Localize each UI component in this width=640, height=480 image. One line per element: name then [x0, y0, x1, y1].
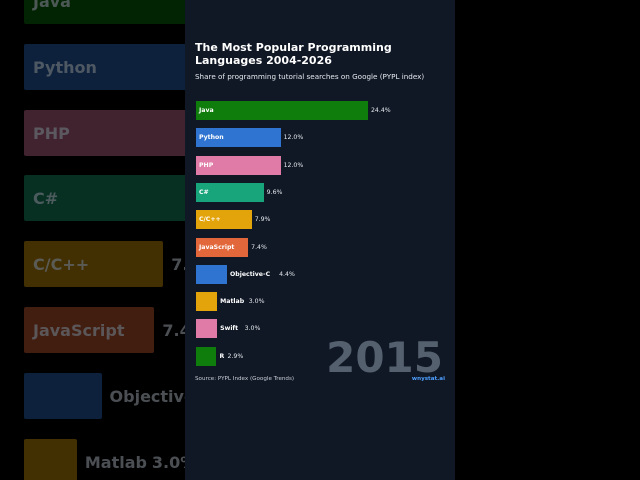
bar-objective-c [196, 264, 228, 284]
bar-value-label: 2.9% [227, 352, 244, 360]
bar-swift [196, 319, 218, 339]
bg-bar-label: PHP [33, 123, 70, 143]
bar-c- [196, 182, 264, 202]
bar-c-c- [196, 210, 252, 230]
bg-bar [24, 241, 164, 288]
bar-php [196, 155, 281, 175]
bar-value-label: 7.4% [251, 243, 267, 251]
source-note: Source: PYPL Index (Google Trends) [195, 376, 295, 382]
bar-value-label: 9.6% [266, 188, 283, 196]
bar-r [196, 346, 217, 366]
chart-subtitle: Share of programming tutorial searches o… [195, 72, 425, 81]
bar-label: Python [199, 134, 224, 142]
chart-title: The Most Popular Programming Languages 2… [195, 41, 392, 67]
bar-label: JavaScript [199, 243, 235, 251]
bar-matlab [196, 292, 218, 312]
brand-watermark: wnystat.ai [411, 376, 445, 382]
bar-value-label: 24.4% [371, 107, 391, 114]
bg-bar-label: JavaScript [33, 321, 125, 340]
bg-bar [24, 372, 102, 419]
bar-label: C# [199, 188, 209, 196]
bar-java [196, 101, 368, 120]
bar-value-label: 3.0% [244, 325, 261, 333]
bar-value-label: 12.0% [283, 161, 304, 169]
bar-value-label: 3.0% [248, 298, 265, 306]
bar-label: Swift [220, 325, 239, 333]
bar-label: C/C++ [199, 216, 221, 224]
bar-label: Java [199, 107, 214, 114]
bar-label: R [219, 352, 225, 360]
year-label: 2015 [326, 333, 443, 382]
bg-bar-label: Matlab [84, 452, 147, 472]
bg-bar [24, 438, 77, 480]
bar-value-label: 4.4% [279, 270, 295, 278]
bar-javascript [196, 237, 249, 257]
right-black-area [455, 0, 640, 480]
bar-python [196, 128, 281, 148]
bar-label: Objective-C [230, 270, 271, 278]
bg-bar-label: Java [33, 0, 71, 11]
bar-value-label: 7.9% [254, 216, 271, 224]
bg-bar-label: Python [33, 57, 97, 77]
bar-value-label: 12.0% [283, 134, 304, 142]
bg-bar [24, 307, 155, 353]
bar-label: PHP [199, 161, 214, 169]
bar-label: Matlab [220, 298, 245, 306]
bg-bar-label: C# [33, 189, 59, 209]
bg-bar [24, 175, 194, 222]
bg-bar-label: C/C++ [33, 255, 90, 275]
chart-panel: The Most Popular Programming Languages 2… [185, 0, 455, 480]
